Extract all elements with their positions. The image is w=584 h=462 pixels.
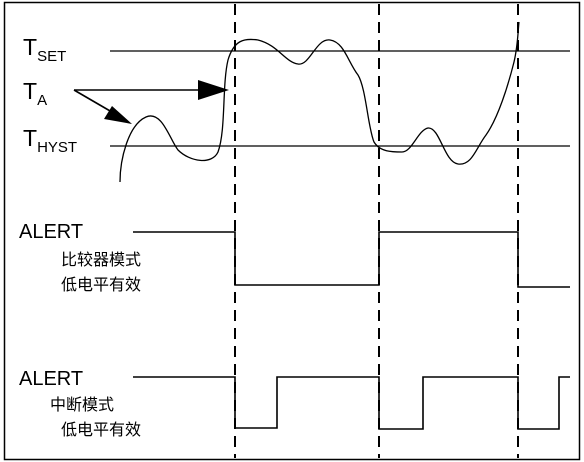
diagram-frame xyxy=(3,1,581,461)
t-a-arrow-right-head xyxy=(198,80,229,100)
temperature-curve xyxy=(119,21,520,183)
interrupt-active-low-text: 低电平有效 xyxy=(61,420,141,439)
t-a-arrow-diagonal-head xyxy=(104,106,132,124)
t-a-label: TA xyxy=(23,78,47,109)
t-hyst-label: THYST xyxy=(23,125,77,156)
interrupt-mode-text: 中断模式 xyxy=(50,395,114,414)
comparator-alert-waveform xyxy=(133,231,570,288)
comparator-alert-label: ALERT xyxy=(19,221,83,243)
interrupt-alert-label: ALERT xyxy=(19,368,83,390)
comparator-active-low-text: 低电平有效 xyxy=(61,275,141,294)
interrupt-alert-waveform xyxy=(133,376,570,430)
t-set-label: TSET xyxy=(23,34,66,65)
comparator-mode-text: 比较器模式 xyxy=(61,250,141,269)
